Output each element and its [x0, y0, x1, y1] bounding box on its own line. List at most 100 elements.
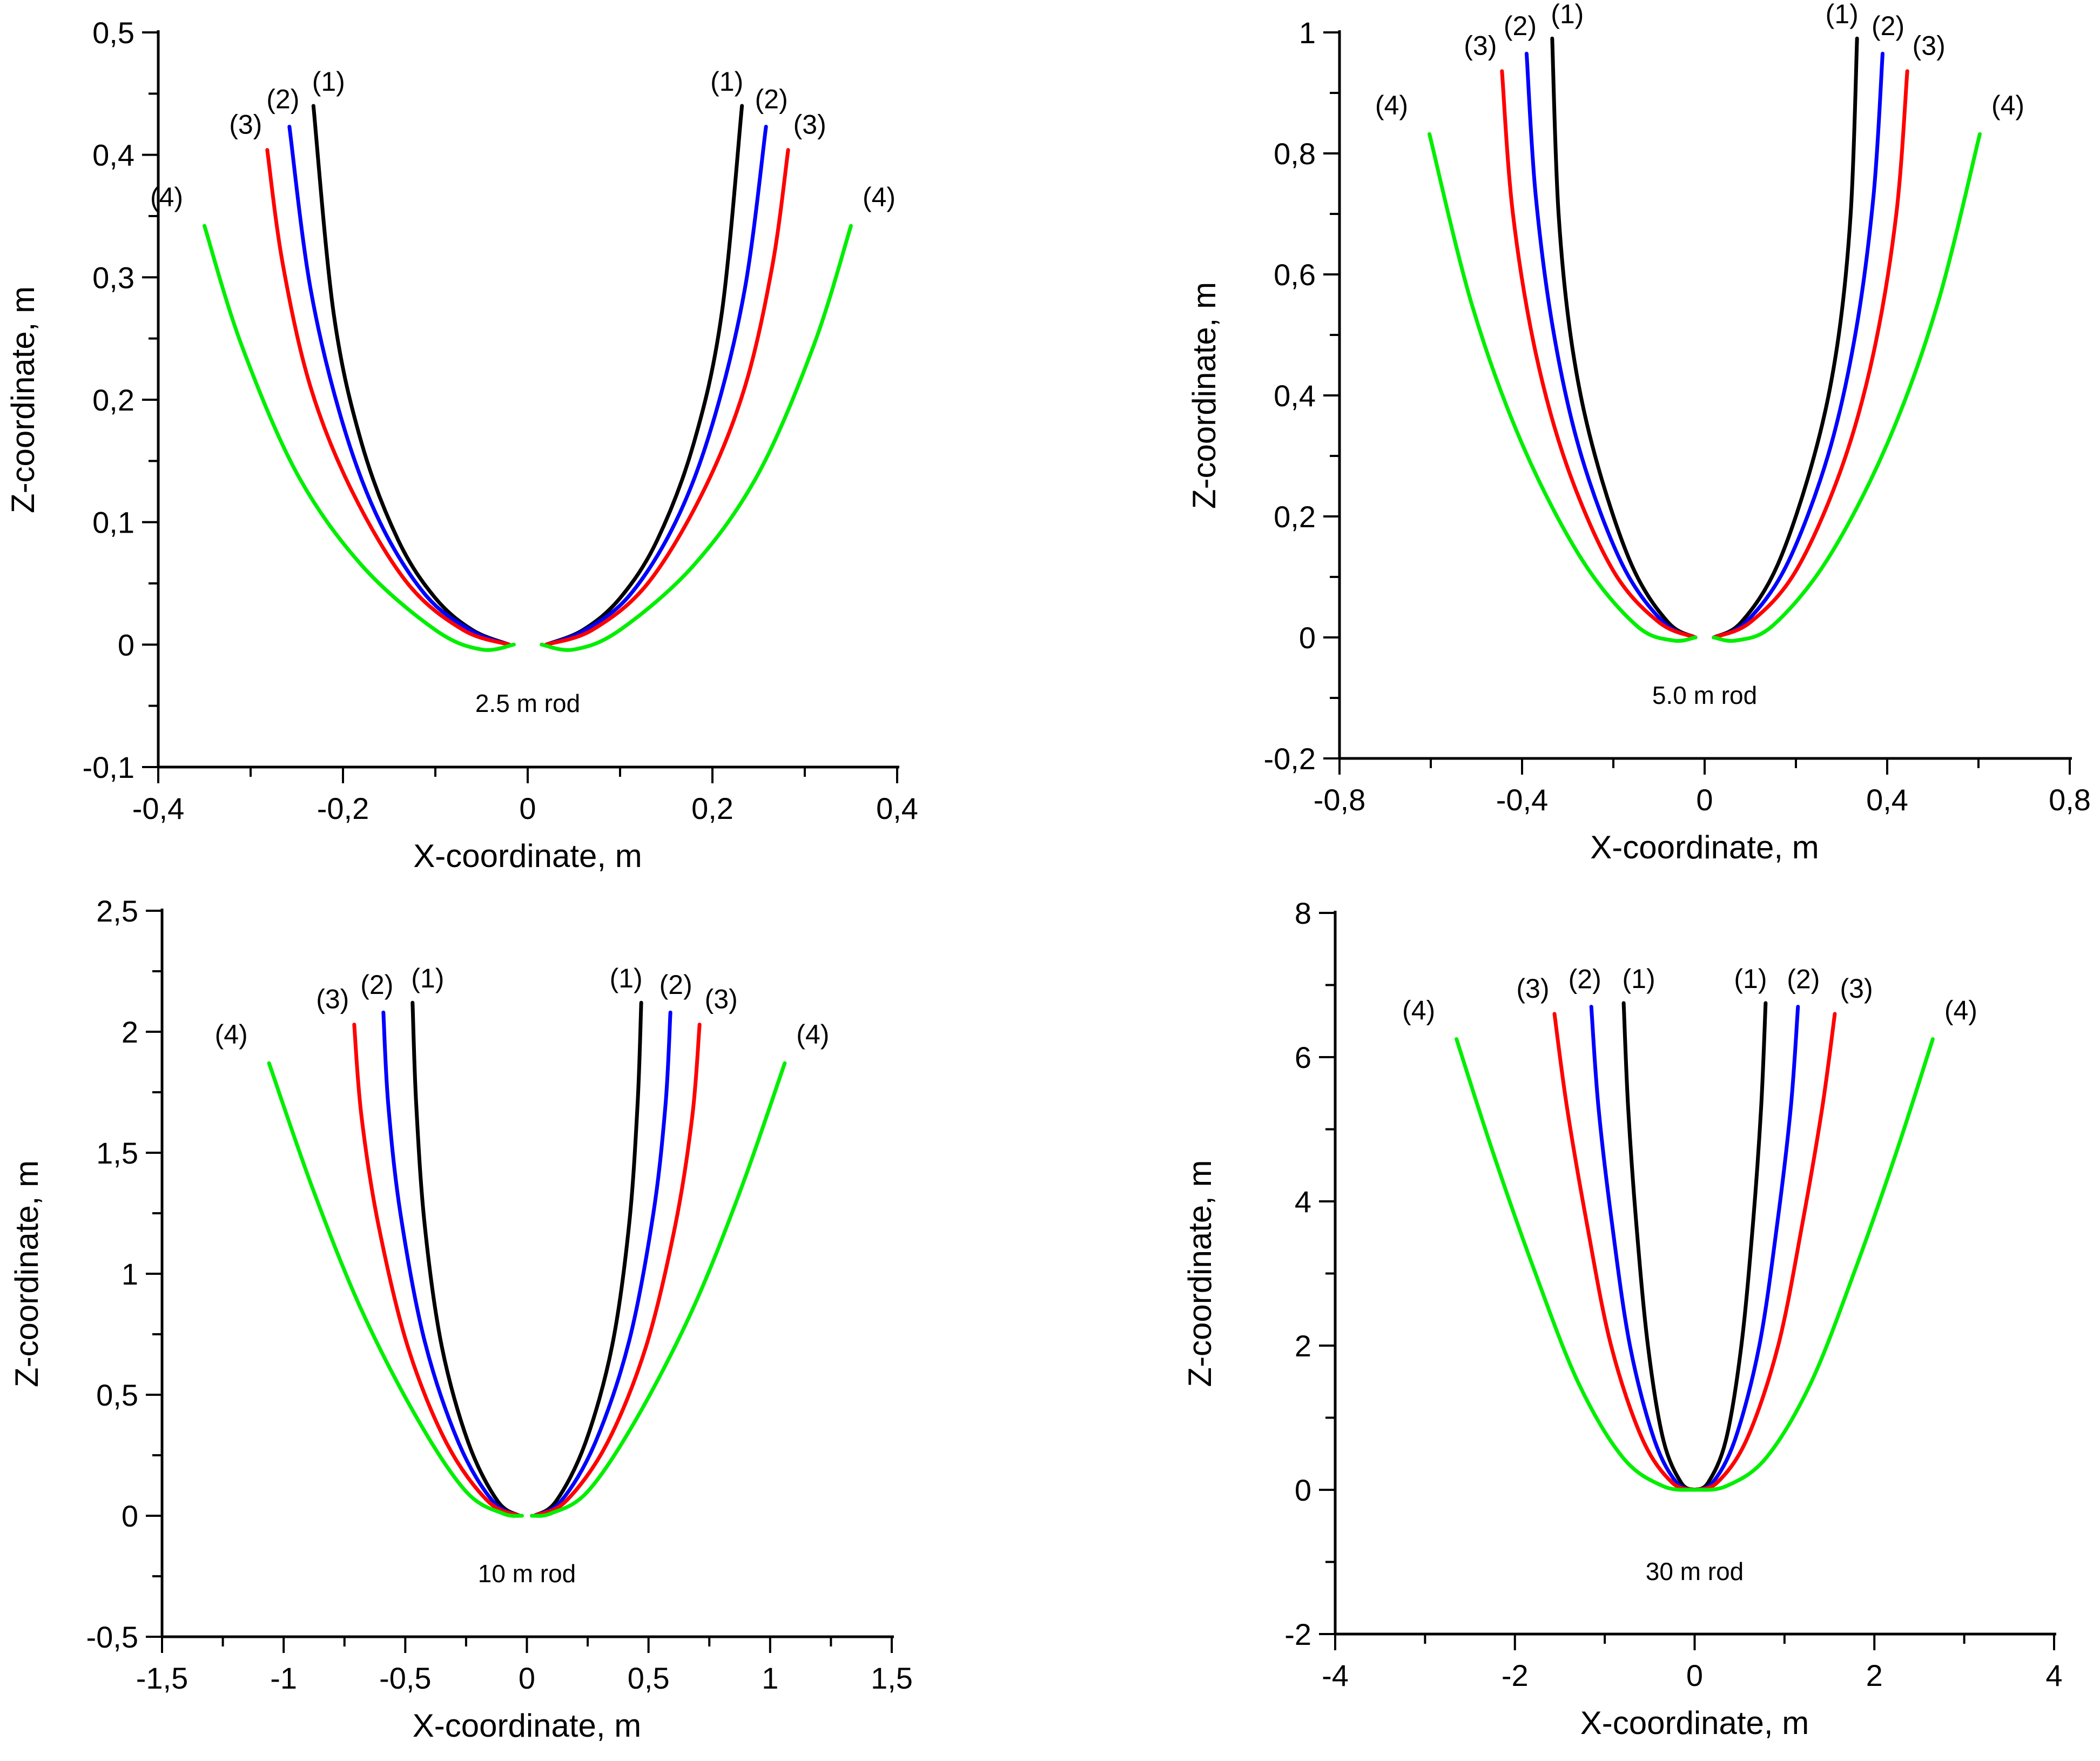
x-tick-label: -0,4: [132, 791, 185, 825]
y-tick-label: 0,3: [92, 260, 134, 294]
curve-1-left: [1550, 36, 1698, 640]
curve-4-right: [1712, 132, 1982, 643]
x-tick-label: 0: [519, 1661, 535, 1695]
curve-label-left: (4): [1375, 90, 1408, 120]
curve-label-left: (1): [312, 66, 345, 97]
curve-label-right: (2): [1872, 11, 1904, 41]
x-tick-label: 4: [2045, 1658, 2062, 1692]
curve-label-left: (3): [1516, 973, 1549, 1004]
curve-4-left: [267, 1061, 524, 1518]
y-tick-label: -0,1: [83, 750, 135, 784]
curve-label-right: (1): [710, 66, 743, 97]
curve-3-right: [1693, 1012, 1837, 1492]
rod-length-annotation: 5.0 m rod: [1652, 681, 1757, 709]
curve-label-left: (4): [150, 182, 183, 212]
curve-label-right: (1): [1734, 964, 1767, 994]
curve-1-right: [1712, 36, 1859, 640]
x-tick-label: 0,5: [628, 1661, 670, 1695]
x-axis-title: X-coordinate, m: [413, 838, 642, 874]
x-tick-label: -0,5: [379, 1661, 432, 1695]
curve-label-left: (3): [1464, 31, 1497, 61]
rod-length-annotation: 10 m rod: [478, 1560, 576, 1588]
curve-2-right: [1712, 51, 1884, 640]
curve-label-right: (3): [1840, 973, 1873, 1004]
curve-label-left: (1): [411, 963, 444, 993]
y-axis-title: Z-coordinate, m: [5, 286, 41, 513]
x-tick-label: 1: [762, 1661, 778, 1695]
y-tick-label: 0: [118, 628, 134, 662]
x-tick-label: 0: [1686, 1658, 1703, 1692]
y-tick-label: 1: [122, 1257, 138, 1291]
curve-4-left: [203, 224, 516, 652]
x-tick-label: -0,2: [317, 791, 369, 825]
x-tick-label: -0,8: [1314, 783, 1366, 817]
y-tick-label: -0,5: [86, 1620, 139, 1654]
y-tick-label: -2: [1284, 1617, 1311, 1651]
curve-2-left: [287, 125, 511, 647]
x-axis-title: X-coordinate, m: [413, 1708, 642, 1744]
rod-length-annotation: 30 m rod: [1646, 1557, 1744, 1585]
x-tick-label: 0,8: [2049, 783, 2091, 817]
y-tick-label: 0: [1295, 1473, 1311, 1507]
curve-3-right: [1712, 69, 1909, 640]
y-tick-label: 2,5: [96, 894, 138, 928]
curve-2-right: [544, 125, 768, 647]
curve-label-left: (4): [215, 1019, 248, 1050]
curve-1-right: [532, 1000, 643, 1518]
x-tick-label: 0: [1696, 783, 1713, 817]
x-axis-title: X-coordinate, m: [1580, 1705, 1809, 1741]
curve-label-right: (3): [705, 984, 738, 1014]
curve-label-right: (3): [1913, 31, 1946, 61]
curve-2-left: [1524, 51, 1698, 640]
curve-2-right: [1693, 1005, 1800, 1492]
rod-length-annotation: 2.5 m rod: [475, 689, 580, 717]
curve-3-left: [1552, 1012, 1697, 1492]
x-tick-label: -4: [1322, 1658, 1349, 1692]
y-tick-label: 2: [122, 1015, 138, 1049]
x-tick-label: 0,4: [876, 791, 918, 825]
curve-1-right: [1693, 1001, 1768, 1492]
curve-4-right: [530, 1061, 787, 1518]
curve-3-right: [532, 1023, 702, 1518]
curve-4-left: [1428, 132, 1698, 643]
y-tick-label: 0: [122, 1499, 138, 1533]
x-tick-label: -1: [270, 1661, 297, 1695]
y-tick-label: 6: [1295, 1040, 1311, 1074]
curve-2-left: [381, 1010, 522, 1518]
x-tick-label: 0,4: [1866, 783, 1908, 817]
x-tick-label: 0,2: [691, 791, 733, 825]
curve-3-left: [352, 1023, 522, 1518]
curve-3-right: [544, 148, 790, 647]
curve-4-right: [1693, 1037, 1935, 1492]
y-tick-label: -0,2: [1264, 742, 1316, 776]
y-tick-label: 0: [1299, 621, 1316, 655]
y-axis-title: Z-coordinate, m: [9, 1160, 45, 1387]
y-tick-label: 0,8: [1274, 137, 1316, 171]
curve-label-left: (2): [360, 970, 393, 1000]
y-tick-label: 1: [1299, 16, 1316, 50]
chart-panel-2: -0,8 -0,4 0 0,4 0,8 -0,2 0 0,2 0,4 0,6 0,8 1 X-coord…: [1186, 0, 2091, 865]
x-tick-label: 0: [519, 791, 536, 825]
y-axis-title: Z-coordinate, m: [1186, 282, 1222, 509]
curve-4-right: [540, 224, 853, 652]
y-axis-title: Z-coordinate, m: [1182, 1160, 1218, 1387]
curve-label-left: (3): [229, 110, 262, 140]
curve-label-left: (1): [1623, 964, 1655, 994]
curve-label-left: (1): [1551, 0, 1584, 29]
y-tick-label: 0,1: [92, 506, 134, 540]
y-tick-label: 0,5: [96, 1378, 138, 1412]
curve-label-left: (2): [266, 84, 299, 115]
curve-label-left: (3): [316, 984, 349, 1014]
y-tick-label: 1,5: [96, 1136, 138, 1170]
curve-label-right: (4): [863, 182, 896, 212]
x-tick-label: 1,5: [871, 1661, 913, 1695]
curve-label-left: (2): [1504, 11, 1537, 41]
curve-label-right: (4): [1944, 996, 1977, 1026]
y-tick-label: 4: [1295, 1185, 1311, 1219]
curve-1-right: [544, 104, 744, 647]
chart-panel-1: -0,4 -0,2 0 0,2 0,4 -0,1 0 0,1 0,2 0,3 0,4 0,5 X-coo…: [5, 16, 918, 874]
curve-3-left: [1500, 69, 1698, 640]
curve-1-left: [410, 1000, 522, 1518]
